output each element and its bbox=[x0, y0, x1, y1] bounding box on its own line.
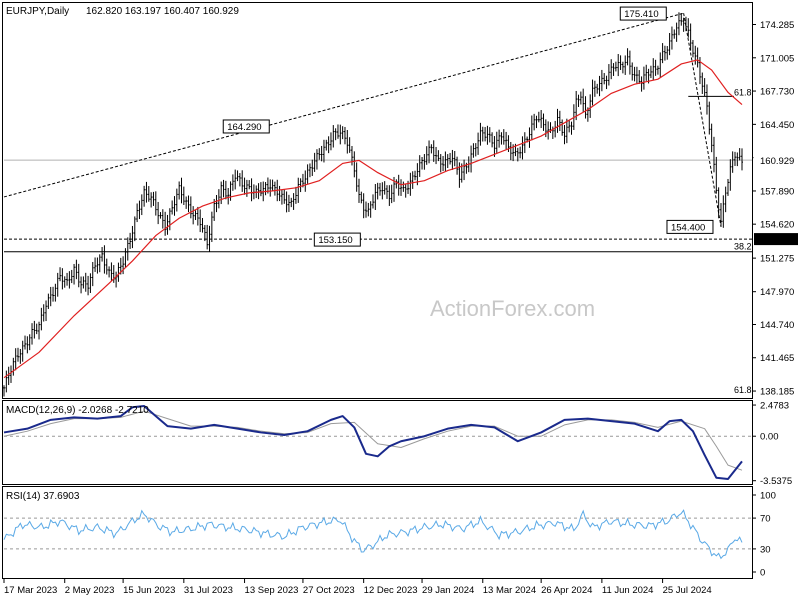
annotation-label: 175.410 bbox=[624, 9, 658, 20]
fib-label: 61.8 bbox=[734, 385, 752, 395]
macd-panel[interactable] bbox=[2, 400, 753, 485]
rsi-lines bbox=[3, 509, 752, 560]
x-tick-label: 27 Oct 2023 bbox=[303, 585, 355, 596]
y-tick-label: 174.285 bbox=[760, 20, 794, 31]
annotation-label: 153.150 bbox=[318, 235, 352, 246]
x-tick-label: 29 Jan 2024 bbox=[422, 585, 474, 596]
macd-tick-label: -3.5375 bbox=[760, 476, 792, 487]
price-panel[interactable] bbox=[2, 2, 753, 399]
price-header-symbol: EURJPY,Daily bbox=[6, 6, 69, 17]
x-tick-label: 31 Jul 2023 bbox=[184, 585, 233, 596]
y-tick-label: 167.730 bbox=[760, 87, 794, 98]
annotation-box bbox=[313, 232, 361, 247]
x-axis-ticks: 17 Mar 2023 2 May 2023 15 Jun 2023 31 Jul 2… bbox=[3, 579, 712, 596]
y-axis-ticks: 174.285171.005167.730164.450161.170157.8… bbox=[752, 20, 799, 579]
watermark: ActionForex.com bbox=[430, 296, 595, 321]
current-price-label: 160.929 bbox=[760, 156, 794, 167]
rsi-line bbox=[3, 509, 743, 560]
macd-tick-label: 0.00 bbox=[760, 432, 779, 443]
y-tick-label: 164.450 bbox=[760, 120, 794, 131]
x-tick-label: 15 Jun 2023 bbox=[123, 585, 175, 596]
x-tick-label: 17 Mar 2023 bbox=[4, 585, 57, 596]
x-tick-label: 13 Sep 2023 bbox=[245, 585, 299, 596]
support-price-box bbox=[754, 233, 798, 246]
current-price-box bbox=[753, 153, 799, 167]
annotation-label: 154.400 bbox=[671, 222, 705, 233]
y-tick-label: 141.465 bbox=[760, 353, 794, 364]
rsi-tick-label: 100 bbox=[760, 491, 776, 502]
rsi-tick-label: 0 bbox=[760, 568, 765, 579]
x-tick-label: 11 Jun 2024 bbox=[602, 585, 654, 596]
x-tick-label: 2 May 2023 bbox=[65, 585, 115, 596]
fib-label: 38.2 bbox=[734, 242, 752, 252]
reference-lines bbox=[3, 12, 752, 253]
y-tick-label: 171.005 bbox=[760, 53, 794, 64]
fib-dashed-line bbox=[683, 13, 722, 227]
candlestick-series bbox=[3, 12, 743, 397]
y-tick-label: 154.620 bbox=[760, 220, 794, 231]
annotation-box bbox=[666, 219, 714, 234]
y-tick-label: 151.275 bbox=[760, 254, 794, 265]
annotation-box bbox=[222, 119, 270, 134]
y-tick-label: 138.185 bbox=[760, 387, 794, 398]
x-tick-label: 26 Apr 2024 bbox=[541, 585, 592, 596]
rsi-title: RSI(14) 37.6903 bbox=[6, 491, 80, 502]
macd-title: MACD(12,26,9) -2.0268 -2.7210 bbox=[6, 405, 149, 416]
price-header-ohlc: 162.820 163.197 160.407 160.929 bbox=[86, 6, 239, 17]
annotation-label: 164.290 bbox=[227, 122, 261, 133]
moving-average-line bbox=[3, 59, 743, 379]
moving-average bbox=[3, 59, 743, 379]
rsi-tick-label: 30 bbox=[760, 544, 771, 555]
macd-lines bbox=[3, 405, 752, 480]
macd-tick-label: 2.4783 bbox=[760, 401, 789, 412]
annotations: 175.410 164.290 153.150 154.400 61.8 38.2 61.8 bbox=[222, 6, 752, 395]
macd-main-line bbox=[3, 405, 743, 480]
trendline-dashed bbox=[3, 12, 684, 198]
y-tick-label: 147.970 bbox=[760, 287, 794, 298]
x-tick-label: 25 Jul 2024 bbox=[663, 585, 712, 596]
fib-label: 61.8 bbox=[734, 87, 752, 97]
x-tick-label: 13 Mar 2024 bbox=[483, 585, 536, 596]
rsi-panel[interactable] bbox=[2, 486, 753, 579]
y-tick-label: 144.740 bbox=[760, 320, 794, 331]
support-price-label: 153.150 bbox=[759, 235, 793, 246]
annotation-box bbox=[619, 6, 667, 21]
x-tick-label: 12 Dec 2023 bbox=[364, 585, 418, 596]
y-tick-label: 157.890 bbox=[760, 186, 794, 197]
rsi-tick-label: 70 bbox=[760, 514, 771, 525]
